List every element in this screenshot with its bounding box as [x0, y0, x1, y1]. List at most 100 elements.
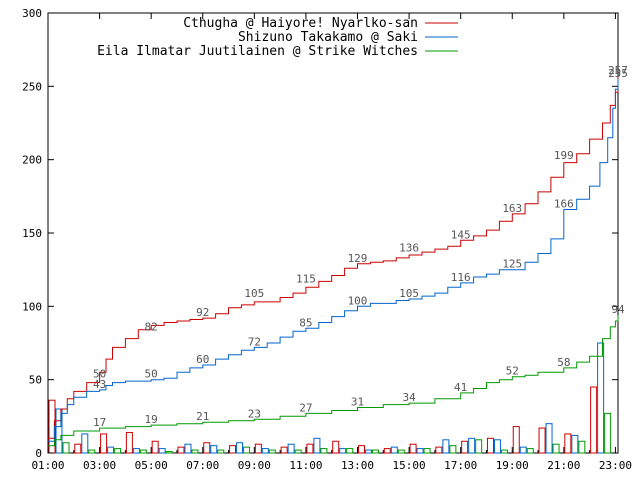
histogram-bar: [139, 449, 147, 454]
histogram-bar: [203, 442, 211, 454]
histogram-bar: [158, 448, 166, 454]
x-tick-label: 09:00: [238, 459, 271, 472]
data-label: 21: [196, 410, 209, 423]
data-label: 43: [93, 378, 106, 391]
histogram-bar: [229, 445, 237, 454]
data-label: 255: [608, 67, 628, 80]
histogram-bar: [372, 449, 380, 454]
histogram-bar: [578, 440, 586, 454]
series-line-2: [48, 315, 619, 447]
histogram-bar: [62, 442, 70, 454]
data-label: 92: [196, 306, 209, 319]
data-label: 100: [348, 294, 368, 307]
series-line-1: [48, 79, 619, 442]
histogram-bar: [165, 451, 173, 454]
data-label: 94: [611, 303, 625, 316]
data-label: 17: [93, 416, 106, 429]
histogram-bar: [538, 427, 546, 454]
histogram-bar: [409, 443, 417, 454]
histogram-bar: [442, 439, 450, 454]
data-label: 34: [402, 391, 416, 404]
histogram-bar: [100, 433, 108, 454]
data-label: 85: [299, 316, 312, 329]
histogram-bar: [125, 431, 133, 454]
legend-label: Shizuno Takakamo @ Saki: [238, 30, 418, 45]
histogram-bar: [236, 442, 244, 454]
data-label: 116: [451, 271, 471, 284]
x-tick-label: 23:00: [599, 459, 632, 472]
histogram-bar: [243, 446, 251, 454]
series-line-0: [48, 76, 619, 439]
histogram-bar: [526, 448, 534, 454]
histogram-bar: [191, 449, 199, 454]
histogram-bar: [55, 408, 63, 454]
histogram-bar: [590, 386, 598, 454]
histogram-bar: [114, 448, 122, 454]
histogram-bar: [177, 446, 185, 454]
data-label: 41: [454, 381, 467, 394]
histogram-bar: [151, 440, 159, 454]
x-tick-label: 07:00: [186, 459, 219, 472]
histogram-bar: [512, 426, 520, 454]
data-label: 82: [145, 321, 158, 334]
histogram-bar: [346, 448, 354, 454]
data-label: 199: [554, 149, 574, 162]
data-labels: 5082921051151291361451631992574350607285…: [93, 64, 628, 429]
histogram-bar: [416, 448, 424, 454]
axes: 0 50 100 150 200 250 300 01:00 03:00 05:00 07:00 09…: [22, 7, 632, 472]
histogram-bar: [210, 445, 218, 454]
x-tick-label: 21:00: [547, 459, 580, 472]
histogram-bar: [486, 437, 494, 454]
x-tick-label: 05:00: [135, 459, 168, 472]
histogram-bar: [261, 448, 269, 454]
data-label: 145: [451, 228, 471, 241]
histogram-bar: [294, 449, 302, 454]
x-tick-label: 01:00: [31, 459, 64, 472]
data-label: 60: [196, 353, 209, 366]
histogram-bar: [306, 443, 314, 454]
y-tick-label: 50: [29, 374, 42, 387]
data-label: 136: [399, 242, 419, 255]
histogram-bar: [468, 437, 476, 454]
histogram-bar: [423, 448, 431, 454]
y-tick-label: 150: [22, 227, 42, 240]
histogram-bar: [390, 446, 398, 454]
histogram-bar: [597, 342, 605, 454]
histogram-bar: [184, 443, 192, 454]
histogram-bar: [435, 446, 443, 454]
data-label: 163: [502, 202, 522, 215]
histogram-bar: [332, 440, 340, 454]
histogram-bar: [254, 443, 262, 454]
x-tick-label: 13:00: [341, 459, 374, 472]
y-tick-label: 250: [22, 80, 42, 93]
data-label: 257: [608, 64, 628, 77]
histogram-bar: [493, 439, 501, 454]
y-tick-label: 200: [22, 154, 42, 167]
data-label: 50: [145, 368, 158, 381]
histogram-bar: [552, 443, 560, 454]
x-tick-label: 17:00: [444, 459, 477, 472]
data-label: 72: [248, 335, 261, 348]
histogram-bar: [365, 449, 373, 454]
histogram-bars: [48, 342, 612, 454]
legend-label: Cthugha @ Haiyore! Nyarlko-san: [183, 16, 418, 31]
legend-label: Eila Ilmatar Juutilainen @ Strike Witche…: [97, 44, 418, 59]
histogram-bar: [475, 439, 483, 454]
histogram-bar: [383, 448, 391, 454]
data-label: 27: [299, 401, 312, 414]
histogram-bar: [519, 446, 527, 454]
histogram-bar: [132, 448, 140, 454]
histogram-bar: [358, 445, 366, 454]
data-label: 52: [506, 365, 519, 378]
histogram-bar: [74, 443, 82, 454]
data-label: 125: [502, 258, 522, 271]
histogram-bar: [320, 448, 328, 454]
histogram-bar: [604, 412, 612, 454]
histogram-bar: [545, 423, 553, 454]
data-label: 50: [93, 368, 106, 381]
x-tick-label: 15:00: [393, 459, 426, 472]
histogram-bar: [564, 433, 572, 454]
data-label: 105: [399, 287, 419, 300]
histogram-bar: [81, 433, 89, 454]
